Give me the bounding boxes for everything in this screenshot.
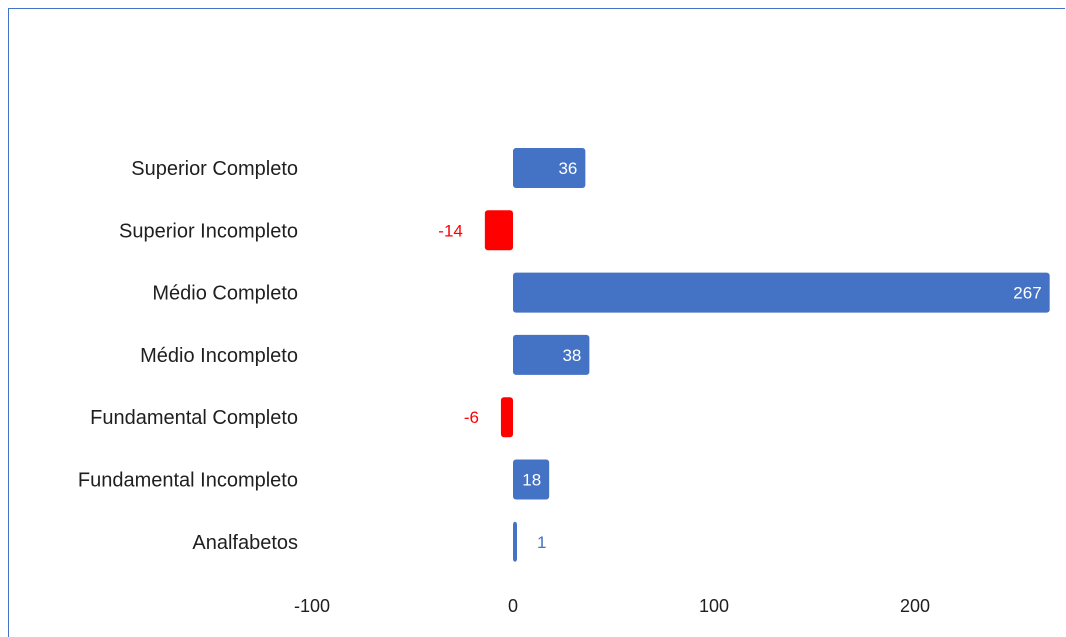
category-label: Médio Incompleto (140, 345, 298, 367)
x-tick-label: 200 (900, 596, 930, 616)
x-tick-label: 0 (508, 596, 518, 616)
bar (513, 521, 517, 562)
x-tick-label: -100 (294, 596, 330, 616)
chart-frame (8, 8, 1065, 637)
category-label: Superior Incompleto (119, 220, 298, 242)
data-label: 267 (1013, 284, 1041, 303)
category-label: Fundamental Incompleto (78, 470, 298, 492)
bar (513, 459, 550, 500)
data-label: 18 (522, 471, 541, 490)
data-label: 38 (562, 346, 581, 365)
category-label: Superior Completo (131, 158, 298, 180)
category-label: Fundamental Completo (90, 407, 298, 429)
bar (513, 334, 590, 375)
bar (513, 272, 1050, 313)
bar (484, 210, 513, 251)
data-label: -14 (438, 221, 463, 240)
x-tick-label: 100 (699, 596, 729, 616)
category-label: Analfabetos (192, 532, 298, 554)
data-label: -6 (464, 408, 479, 427)
data-label: 1 (537, 533, 546, 552)
bar (500, 397, 513, 438)
data-label: 36 (558, 159, 577, 178)
bar (513, 148, 586, 188)
category-label: Médio Completo (152, 283, 298, 305)
